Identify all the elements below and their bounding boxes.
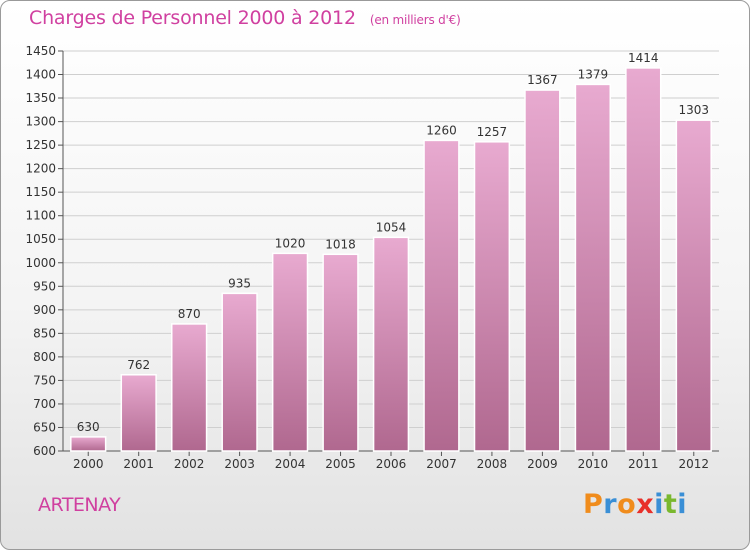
data-label-2002: 870 bbox=[178, 307, 201, 321]
y-tick-label: 1050 bbox=[25, 232, 56, 246]
logo-letter: x bbox=[636, 489, 655, 520]
bar-2009 bbox=[524, 89, 561, 452]
unit-label: (en milliers d'€) bbox=[369, 13, 461, 27]
chart-title: Charges de Personnel 2000 à 2012 (en mill… bbox=[29, 7, 461, 29]
y-tick-label: 1350 bbox=[25, 91, 56, 105]
bar-2003 bbox=[221, 292, 258, 452]
x-tick-label-2011: 2011 bbox=[628, 457, 659, 471]
place-name: ARTENAY bbox=[38, 494, 121, 516]
x-tick-label-2004: 2004 bbox=[275, 457, 306, 471]
y-tick-label: 950 bbox=[33, 279, 56, 293]
axis-layer: 600 650 700 750 800 850 900 950 1000 1050 1100 1150… bbox=[25, 44, 719, 471]
bar-layer bbox=[70, 67, 712, 452]
bar-2004 bbox=[271, 252, 309, 452]
data-label-2011: 1414 bbox=[628, 51, 659, 65]
x-tick-label-2010: 2010 bbox=[578, 457, 609, 471]
logo-letter: t bbox=[663, 489, 678, 520]
data-label-2012: 1303 bbox=[678, 103, 709, 117]
data-label-2005: 1018 bbox=[325, 237, 356, 251]
data-label-2004: 1020 bbox=[275, 236, 306, 250]
bar-2001 bbox=[120, 374, 157, 452]
data-label-2006: 1054 bbox=[376, 220, 407, 234]
y-tick-label: 1200 bbox=[25, 162, 56, 176]
y-tick-label: 750 bbox=[33, 373, 56, 387]
data-label-2008: 1257 bbox=[477, 125, 508, 139]
data-label-2010: 1379 bbox=[578, 67, 609, 81]
y-tick-label: 800 bbox=[33, 350, 56, 364]
bar-2010 bbox=[574, 83, 612, 452]
y-tick-label: 1000 bbox=[25, 256, 56, 270]
logo-letter: o bbox=[617, 489, 637, 520]
data-label-2003: 935 bbox=[228, 276, 251, 290]
data-label-2009: 1367 bbox=[527, 73, 558, 87]
bar-2002 bbox=[170, 323, 208, 452]
bar-2000 bbox=[70, 436, 107, 452]
x-tick-label-2007: 2007 bbox=[426, 457, 457, 471]
logo-letter: P bbox=[583, 489, 604, 520]
logo-letter: i bbox=[677, 489, 688, 520]
y-tick-label: 850 bbox=[33, 326, 56, 340]
x-tick-label-2003: 2003 bbox=[224, 457, 255, 471]
x-tick-label-2002: 2002 bbox=[174, 457, 205, 471]
y-tick-label: 1100 bbox=[25, 209, 56, 223]
x-tick-label-2006: 2006 bbox=[376, 457, 407, 471]
label-layer: 630 762 870 935 1020 1018 1054 1260 1257 1367 1379… bbox=[77, 51, 709, 434]
y-tick-label: 1450 bbox=[25, 44, 56, 58]
logo-letter: i bbox=[654, 489, 664, 520]
y-tick-label: 1250 bbox=[25, 138, 56, 152]
bar-2006 bbox=[372, 236, 410, 452]
y-tick-label: 700 bbox=[33, 397, 56, 411]
x-tick-label-2008: 2008 bbox=[477, 457, 508, 471]
title-text: Charges de Personnel 2000 à 2012 bbox=[29, 7, 356, 29]
bar-2008 bbox=[473, 141, 511, 452]
logo-letter: r bbox=[603, 489, 618, 520]
x-tick-label-2005: 2005 bbox=[325, 457, 356, 471]
y-tick-label: 600 bbox=[33, 444, 56, 458]
y-tick-label: 900 bbox=[33, 303, 56, 317]
y-tick-label: 1150 bbox=[25, 185, 56, 199]
bar-2012 bbox=[675, 119, 712, 452]
bar-2005 bbox=[322, 253, 359, 452]
x-tick-label-2001: 2001 bbox=[123, 457, 154, 471]
x-tick-label-2000: 2000 bbox=[73, 457, 104, 471]
y-tick-label: 650 bbox=[33, 420, 56, 434]
data-label-2000: 630 bbox=[77, 420, 100, 434]
bar-2011 bbox=[625, 67, 662, 452]
data-label-2001: 762 bbox=[127, 358, 150, 372]
x-tick-label-2009: 2009 bbox=[527, 457, 558, 471]
y-tick-label: 1400 bbox=[25, 68, 56, 82]
x-tick-label-2012: 2012 bbox=[678, 457, 709, 471]
data-label-2007: 1260 bbox=[426, 123, 457, 137]
proxiti-logo[interactable]: Proxiti bbox=[583, 489, 687, 520]
bar-2007 bbox=[423, 139, 460, 452]
y-tick-label: 1300 bbox=[25, 115, 56, 129]
